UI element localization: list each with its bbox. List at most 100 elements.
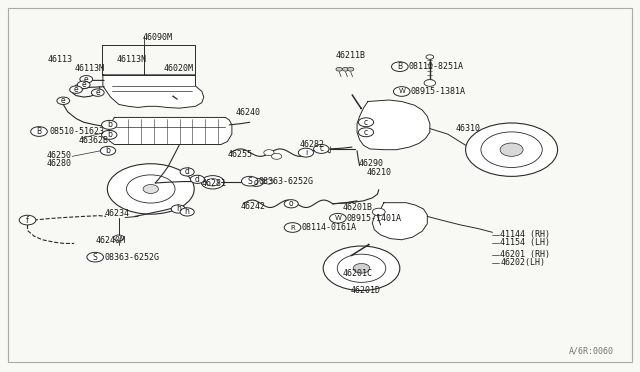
Circle shape <box>87 252 104 262</box>
Text: 08363-6252G: 08363-6252G <box>104 253 159 262</box>
Text: e: e <box>81 80 86 89</box>
Text: 46201C: 46201C <box>342 269 372 278</box>
Text: c: c <box>364 118 368 127</box>
Text: e: e <box>95 88 100 97</box>
Text: 08114-0161A: 08114-0161A <box>301 223 356 232</box>
Circle shape <box>394 87 410 96</box>
Circle shape <box>284 223 301 232</box>
Text: 46281: 46281 <box>201 179 226 187</box>
Circle shape <box>77 81 90 89</box>
Circle shape <box>330 214 346 223</box>
Text: 46240M: 46240M <box>95 236 125 246</box>
Circle shape <box>127 175 175 203</box>
Circle shape <box>314 144 329 153</box>
Circle shape <box>466 123 557 176</box>
Text: b: b <box>107 121 112 129</box>
Circle shape <box>271 153 282 159</box>
Text: 46240: 46240 <box>236 108 260 117</box>
Circle shape <box>264 150 274 155</box>
Circle shape <box>241 176 258 186</box>
Text: b: b <box>107 130 112 140</box>
Circle shape <box>298 148 314 157</box>
Circle shape <box>172 205 185 213</box>
Text: h: h <box>176 205 180 214</box>
Text: S: S <box>93 253 97 262</box>
Text: 41154 (LH): 41154 (LH) <box>500 238 550 247</box>
Circle shape <box>358 118 374 127</box>
Text: d: d <box>185 167 189 176</box>
Text: 46113N: 46113N <box>117 55 147 64</box>
Circle shape <box>284 200 298 208</box>
Circle shape <box>372 208 385 216</box>
Text: 46250: 46250 <box>47 151 72 160</box>
Polygon shape <box>103 75 204 108</box>
Polygon shape <box>357 100 430 150</box>
Circle shape <box>57 97 70 105</box>
Text: 46201 (RH): 46201 (RH) <box>500 250 550 259</box>
Circle shape <box>92 89 104 96</box>
Text: 46090M: 46090M <box>143 33 172 42</box>
Text: A/6R:0060: A/6R:0060 <box>569 347 614 356</box>
Text: W: W <box>398 89 405 94</box>
Polygon shape <box>108 118 232 144</box>
Text: 08915-1381A: 08915-1381A <box>411 87 466 96</box>
Circle shape <box>143 185 159 193</box>
Text: e: e <box>61 96 65 105</box>
Circle shape <box>342 67 349 71</box>
Circle shape <box>80 76 93 83</box>
Text: S: S <box>248 177 252 186</box>
Text: 08510-51623: 08510-51623 <box>49 127 104 136</box>
Circle shape <box>201 176 224 189</box>
Text: d: d <box>195 175 200 184</box>
Circle shape <box>100 146 116 155</box>
Circle shape <box>348 67 354 71</box>
Text: 46290: 46290 <box>358 158 383 167</box>
Circle shape <box>249 178 263 186</box>
Circle shape <box>336 67 342 71</box>
Text: 46201D: 46201D <box>351 286 381 295</box>
Text: 46362B: 46362B <box>79 136 109 145</box>
Text: 08363-6252G: 08363-6252G <box>259 177 314 186</box>
Text: 41144 (RH): 41144 (RH) <box>500 230 550 240</box>
Text: 08110-8251A: 08110-8251A <box>408 62 463 71</box>
Circle shape <box>102 121 117 129</box>
Text: o: o <box>289 199 294 208</box>
Circle shape <box>424 80 436 86</box>
Circle shape <box>19 215 36 225</box>
Circle shape <box>257 179 266 184</box>
Text: 46210: 46210 <box>367 168 392 177</box>
Text: 46113: 46113 <box>47 55 72 64</box>
Circle shape <box>426 55 434 59</box>
Circle shape <box>353 263 370 273</box>
Text: 46201B: 46201B <box>342 203 372 212</box>
Circle shape <box>70 86 83 93</box>
Text: B: B <box>36 127 42 136</box>
Circle shape <box>392 62 408 71</box>
Circle shape <box>323 246 400 291</box>
Text: c: c <box>364 128 368 137</box>
Circle shape <box>500 143 523 156</box>
Text: R: R <box>290 225 295 231</box>
Circle shape <box>264 179 273 184</box>
Circle shape <box>190 175 204 183</box>
Text: B: B <box>397 62 403 71</box>
Text: i: i <box>305 148 307 157</box>
Text: 46310: 46310 <box>456 124 481 133</box>
Circle shape <box>108 164 194 214</box>
Text: o: o <box>254 178 259 187</box>
Text: 46202(LH): 46202(LH) <box>500 258 545 267</box>
Circle shape <box>358 128 374 137</box>
Text: e: e <box>74 85 78 94</box>
Text: 46211B: 46211B <box>336 51 366 60</box>
Text: 46255: 46255 <box>227 150 252 159</box>
Circle shape <box>337 254 386 282</box>
Text: 46113M: 46113M <box>74 64 104 73</box>
Text: 46280: 46280 <box>47 159 72 168</box>
Circle shape <box>180 208 194 216</box>
Text: 08915-1401A: 08915-1401A <box>347 214 402 223</box>
Circle shape <box>114 235 124 241</box>
Text: W: W <box>335 215 341 221</box>
Polygon shape <box>372 203 428 240</box>
Text: 46282: 46282 <box>300 140 324 149</box>
Circle shape <box>206 179 219 186</box>
